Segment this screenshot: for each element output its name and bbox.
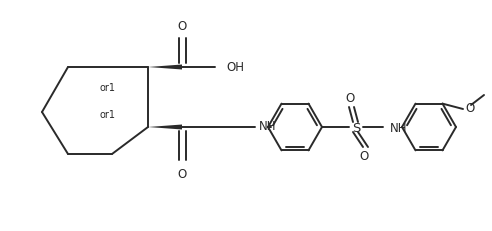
Text: S: S — [352, 121, 360, 134]
Text: O: O — [178, 19, 186, 32]
Text: O: O — [345, 92, 355, 105]
Polygon shape — [148, 125, 182, 130]
Text: O: O — [178, 168, 186, 181]
Text: O: O — [465, 102, 474, 115]
Text: OH: OH — [226, 61, 244, 74]
Text: NH: NH — [259, 119, 277, 132]
Polygon shape — [148, 65, 182, 70]
Text: O: O — [359, 150, 369, 163]
Text: or1: or1 — [100, 83, 116, 93]
Text: NH: NH — [390, 122, 407, 135]
Text: or1: or1 — [100, 109, 116, 119]
